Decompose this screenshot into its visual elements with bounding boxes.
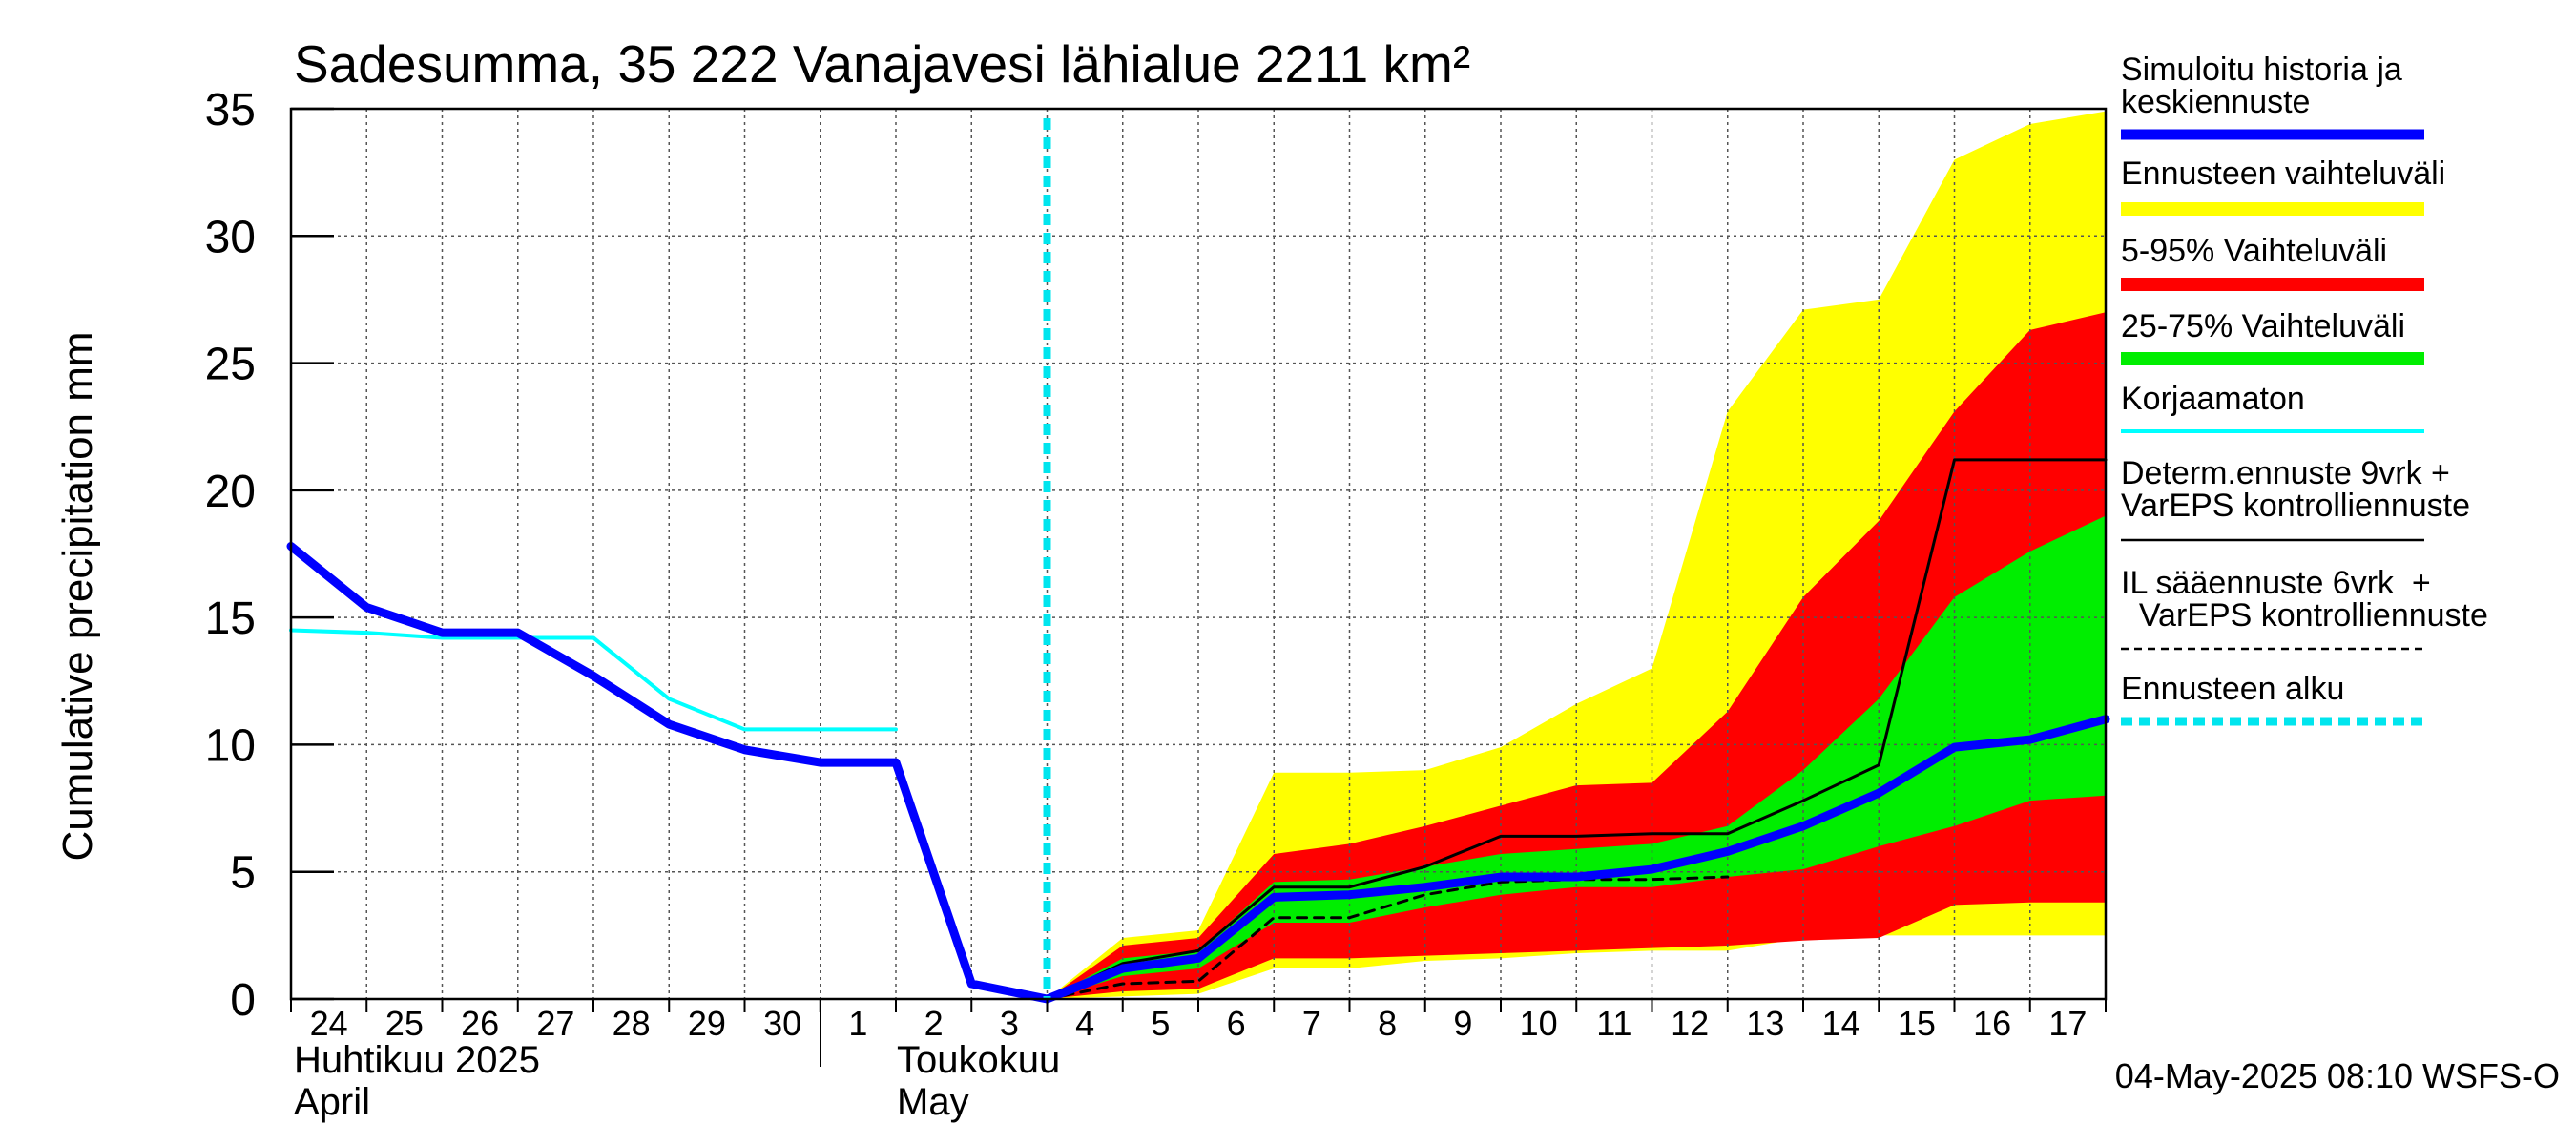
x-tick-label: 9	[1453, 1004, 1472, 1043]
x-tick-label: 2	[924, 1004, 944, 1043]
series-layer	[286, 118, 2110, 1004]
y-tick-label: 15	[205, 593, 256, 644]
y-tick-label: 25	[205, 340, 256, 390]
x-tick-label: 25	[385, 1004, 424, 1043]
x-tick-label: 1	[848, 1004, 867, 1043]
y-tick-label: 35	[205, 85, 256, 135]
legend-label: 25-75% Vaihteluväli	[2121, 308, 2405, 344]
band-layer	[1047, 111, 2106, 999]
x-tick-label: 4	[1075, 1004, 1094, 1043]
month-label-en: April	[294, 1081, 370, 1123]
series-line-il-s-ennuste-6vrk-vareps-kontrolliennuste	[1046, 875, 1730, 1001]
x-tick-label: 3	[1000, 1004, 1019, 1043]
x-tick-label: 7	[1302, 1004, 1321, 1043]
x-tick-label: 10	[1520, 1004, 1558, 1043]
y-axis-label: Cumulative precipitation mm	[54, 331, 101, 861]
legend-label: keskiennuste	[2121, 84, 2310, 120]
legend-label: 5-95% Vaihteluväli	[2121, 233, 2387, 269]
x-tick-label: 8	[1378, 1004, 1397, 1043]
x-tick-label: 12	[1671, 1004, 1709, 1043]
x-tick-label: 14	[1822, 1004, 1860, 1043]
x-tick-label: 27	[536, 1004, 574, 1043]
x-tick-label: 26	[461, 1004, 499, 1043]
legend-label: Determ.ennuste 9vrk +	[2121, 455, 2450, 491]
month-label: Huhtikuu 2025	[294, 1039, 540, 1081]
footer-timestamp: 04-May-2025 08:10 WSFS-O	[2115, 1056, 2560, 1095]
x-tick-label: 30	[763, 1004, 801, 1043]
legend-label: Korjaamaton	[2121, 381, 2305, 417]
legend-label: Simuloitu historia ja	[2121, 52, 2402, 88]
x-tick-label: 15	[1898, 1004, 1936, 1043]
grid-layer	[291, 109, 2106, 999]
x-tick-label: 5	[1151, 1004, 1170, 1043]
legend-label: IL sääennuste 6vrk +	[2121, 565, 2431, 601]
x-tick-label: 28	[613, 1004, 651, 1043]
legend-label: VarEPS kontrolliennuste	[2121, 488, 2470, 524]
legend-label: Ennusteen vaihteluväli	[2121, 156, 2445, 192]
y-tick-label: 5	[230, 848, 256, 899]
x-tick-label: 6	[1227, 1004, 1246, 1043]
legend-label: VarEPS kontrolliennuste	[2121, 597, 2488, 634]
band-25-75-vaihteluv-li	[1047, 515, 2106, 999]
legend-label: Ennusteen alku	[2121, 671, 2344, 707]
month-label-en: May	[897, 1081, 969, 1123]
y-tick-label: 20	[205, 467, 256, 517]
chart-title: Sadesumma, 35 222 Vanajavesi lähialue 22…	[294, 34, 1470, 94]
series-line-determ-ennuste-9vrk-vareps-kontrolliennuste	[1046, 458, 2108, 1001]
y-tick-label: 30	[205, 212, 256, 262]
y-tick-label: 10	[205, 720, 256, 771]
x-tick-label: 17	[2048, 1004, 2087, 1043]
series-line-korjaamaton	[289, 628, 898, 732]
x-tick-label: 13	[1746, 1004, 1784, 1043]
y-tick-label: 0	[230, 975, 256, 1026]
x-tick-label: 24	[310, 1004, 348, 1043]
series-line-simuloitu-historia-ja-keskiennuste	[286, 542, 2110, 1004]
month-label: Toukokuu	[897, 1039, 1060, 1081]
x-tick-label: 11	[1596, 1004, 1631, 1043]
x-tick-label: 16	[1973, 1004, 2011, 1043]
x-tick-label: 29	[688, 1004, 726, 1043]
